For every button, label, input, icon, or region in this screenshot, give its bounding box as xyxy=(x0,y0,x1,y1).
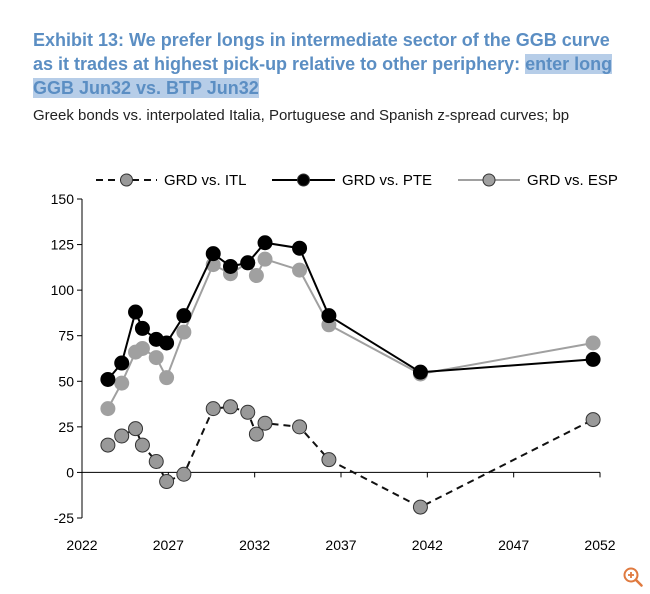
data-point xyxy=(114,428,130,444)
data-point xyxy=(134,437,150,453)
y-tick-label: 125 xyxy=(51,237,75,253)
data-point xyxy=(159,370,175,386)
data-point xyxy=(205,401,221,417)
data-point xyxy=(205,246,221,262)
data-point xyxy=(128,304,144,320)
series-line xyxy=(107,405,594,509)
legend-label: GRD vs. ESP xyxy=(527,172,618,189)
data-point xyxy=(100,371,116,387)
y-tick-label: 25 xyxy=(58,419,74,435)
legend-label: GRD vs. ITL xyxy=(164,172,247,189)
series-layer xyxy=(100,235,601,515)
data-point xyxy=(257,251,273,267)
legend-marker xyxy=(120,173,133,187)
y-tick-label: 50 xyxy=(58,373,74,389)
data-point xyxy=(248,268,264,284)
x-tick-label: 2027 xyxy=(153,537,184,553)
data-point xyxy=(412,499,428,515)
data-point xyxy=(222,258,238,274)
data-point xyxy=(159,335,175,351)
data-point xyxy=(222,399,238,415)
title-main: Exhibit 13: We prefer longs in intermedi… xyxy=(33,30,610,74)
data-point xyxy=(100,437,116,453)
data-point xyxy=(240,404,256,420)
data-point xyxy=(100,401,116,417)
data-point xyxy=(159,474,175,490)
data-point xyxy=(257,235,273,251)
data-point xyxy=(321,452,337,468)
data-point xyxy=(134,320,150,336)
data-point xyxy=(292,240,308,256)
data-point xyxy=(176,308,192,324)
data-point xyxy=(176,324,192,340)
data-point xyxy=(240,255,256,271)
zoom-in-icon[interactable] xyxy=(622,566,644,588)
data-point xyxy=(148,350,164,366)
x-tick-label: 2052 xyxy=(584,537,615,553)
chart-title: Exhibit 13: We prefer longs in intermedi… xyxy=(33,28,633,100)
data-point xyxy=(585,335,601,351)
data-point xyxy=(176,466,192,482)
chart-legend: GRD vs. ITL GRD vs. PTE GRD vs. ESP xyxy=(96,172,618,189)
x-tick-label: 2047 xyxy=(498,537,529,553)
series-grd-vs-itl xyxy=(100,399,601,515)
data-point xyxy=(257,415,273,431)
data-point xyxy=(114,355,130,371)
series-grd-vs-esp xyxy=(100,251,601,417)
data-point xyxy=(114,375,130,391)
y-tick-label: 100 xyxy=(51,282,75,298)
y-tick-label: 150 xyxy=(51,191,75,207)
y-tick-label: 0 xyxy=(66,464,74,480)
x-tick-label: 2037 xyxy=(325,537,356,553)
x-tick-label: 2042 xyxy=(412,537,443,553)
y-tick-label: 75 xyxy=(58,328,74,344)
data-point xyxy=(292,262,308,278)
data-point xyxy=(321,308,337,324)
data-point xyxy=(585,351,601,367)
legend-label: GRD vs. PTE xyxy=(342,172,432,189)
x-tick-label: 2022 xyxy=(66,537,97,553)
data-point xyxy=(128,421,144,437)
y-tick-label: -25 xyxy=(54,510,74,526)
data-point xyxy=(248,426,264,442)
legend-marker xyxy=(297,173,310,187)
legend-marker xyxy=(482,173,496,187)
data-point xyxy=(585,412,601,428)
data-point xyxy=(148,453,164,469)
chart-subtitle: Greek bonds vs. interpolated Italia, Por… xyxy=(33,107,570,124)
data-point xyxy=(292,419,308,435)
x-tick-label: 2032 xyxy=(239,537,270,553)
chart-axes: 150 125 100 75 50 25 0 -25 2022 2027 2032 2037 2042 2… xyxy=(51,191,616,553)
series-grd-vs-pte xyxy=(100,235,601,387)
data-point xyxy=(134,340,150,356)
data-point xyxy=(412,364,428,380)
